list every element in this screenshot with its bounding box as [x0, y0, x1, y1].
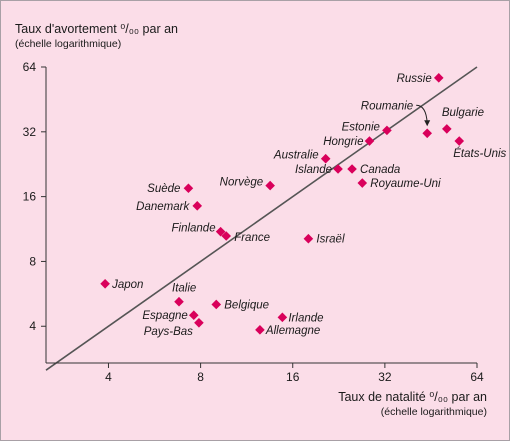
y-tick-label: 16 [23, 190, 37, 204]
point-belgique [211, 299, 222, 310]
point-israel [303, 233, 314, 244]
point-label-allemagne: Allemagne [265, 325, 320, 337]
point-australie [320, 153, 331, 164]
point-bulgarie [442, 124, 452, 134]
point-canada [347, 164, 357, 174]
point-label-bulgarie: Bulgarie [442, 107, 484, 119]
point-suede [183, 183, 194, 194]
point-japon [100, 278, 110, 289]
point-label-israel: Israël [316, 234, 345, 246]
point-finlande [215, 226, 226, 237]
y-tick-label: 32 [23, 125, 37, 139]
point-pays-bas [194, 318, 204, 328]
point-label-etats-unis: États-Unis [453, 147, 506, 160]
annotation-arrowhead [424, 120, 431, 127]
point-label-belgique: Belgique [224, 299, 269, 311]
y-tick-label: 64 [23, 60, 37, 74]
point-estonie [382, 125, 392, 136]
point-label-espagne: Espagne [142, 310, 187, 322]
x-tick-label: 8 [197, 370, 204, 384]
point-etats-unis [454, 136, 465, 146]
y-axis-subtitle: (échelle logarithmique) [15, 38, 122, 50]
point-label-italie: Italie [172, 283, 196, 295]
point-label-japon: Japon [111, 279, 143, 291]
point-label-irlande: Irlande [288, 312, 323, 324]
x-tick-label: 4 [105, 370, 112, 384]
y-tick-label: 4 [29, 319, 36, 333]
y-axis-title: Taux d'avortement ⁰/₀₀ par an [15, 22, 178, 36]
point-label-france: France [234, 232, 270, 244]
y-tick-label: 8 [29, 254, 36, 268]
point-italie [174, 296, 184, 307]
point-label-suede: Suède [147, 183, 180, 195]
x-tick-label: 64 [470, 370, 484, 384]
point-islande [333, 164, 343, 174]
point-label-norvege: Norvège [220, 177, 263, 189]
point-russie [433, 73, 444, 83]
point-label-pays-bas: Pays-Bas [144, 326, 193, 338]
point-roumanie [422, 128, 432, 139]
x-axis-subtitle: (échelle logarithmique) [380, 406, 487, 418]
point-label-australie: Australie [273, 150, 319, 162]
point-france [221, 231, 232, 241]
point-label-danemark: Danemark [136, 201, 190, 213]
point-label-russie: Russie [397, 73, 432, 85]
x-tick-label: 32 [378, 370, 392, 384]
point-royaume-uni [357, 178, 368, 188]
point-label-finlande: Finlande [171, 223, 215, 235]
point-label-estonie: Estonie [342, 121, 380, 133]
point-label-royaume-uni: Royaume-Uni [370, 178, 441, 190]
point-espagne [188, 310, 199, 321]
point-norvege [265, 180, 275, 191]
point-label-roumanie: Roumanie [361, 100, 413, 112]
point-irlande [277, 312, 288, 323]
point-label-hongrie: Hongrie [323, 136, 363, 148]
point-danemark [192, 201, 203, 211]
point-hongrie [364, 136, 375, 146]
x-axis-title: Taux de natalité ⁰/₀₀ par an [338, 390, 487, 404]
point-allemagne [255, 325, 265, 335]
x-tick-label: 16 [286, 370, 300, 384]
point-label-canada: Canada [360, 164, 400, 176]
reference-line [45, 66, 478, 371]
point-label-islande: Islande [295, 164, 332, 176]
